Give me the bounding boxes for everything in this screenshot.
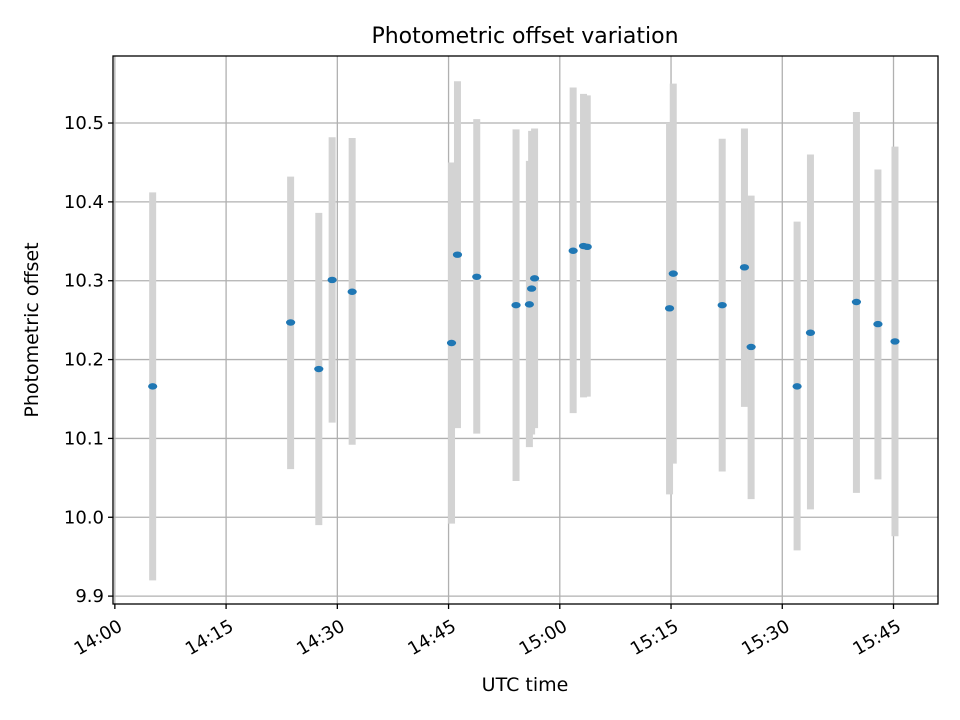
data-point <box>717 301 727 309</box>
y-tick-label: 10.2 <box>64 350 104 371</box>
x-axis-label: UTC time <box>482 674 569 696</box>
y-axis-label: Photometric offset <box>21 242 43 417</box>
x-tick-label: 14:30 <box>293 616 348 660</box>
x-tick-label: 15:00 <box>516 616 571 660</box>
data-point <box>148 383 158 390</box>
data-point <box>873 320 883 328</box>
y-tick-label: 10.1 <box>64 428 104 449</box>
chart-title: Photometric offset variation <box>371 24 678 49</box>
data-point <box>286 319 296 326</box>
data-point <box>890 338 900 345</box>
data-points <box>148 242 900 390</box>
data-point <box>527 285 537 292</box>
x-tick-label: 15:30 <box>738 616 793 660</box>
data-point <box>327 276 337 284</box>
y-tick-label: 9.9 <box>75 586 104 607</box>
data-point <box>739 264 750 271</box>
x-tick-label: 14:45 <box>404 616 459 660</box>
x-tick-label: 14:00 <box>71 616 126 660</box>
data-point <box>668 270 678 277</box>
plot-frame <box>112 55 939 605</box>
x-axis-ticks: 14:00 14:15 14:30 14:45 15:00 15:15 15:30 15:45 <box>71 604 905 660</box>
data-point <box>851 298 862 306</box>
data-point <box>746 343 756 351</box>
x-tick-label: 15:15 <box>627 616 682 660</box>
data-point <box>446 339 457 347</box>
y-tick-label: 10.4 <box>64 192 104 213</box>
data-point <box>664 305 675 312</box>
data-point <box>347 288 357 295</box>
grid <box>113 56 938 604</box>
x-tick-label: 14:15 <box>182 616 237 660</box>
data-point <box>472 273 482 280</box>
y-tick-label: 10.0 <box>64 507 104 528</box>
data-point <box>452 251 463 258</box>
data-point <box>314 365 324 373</box>
y-tick-label: 10.3 <box>64 271 104 292</box>
data-point <box>529 275 540 282</box>
data-point <box>524 301 534 308</box>
y-tick-label: 10.5 <box>64 113 104 134</box>
data-point <box>805 329 816 336</box>
data-point <box>511 301 521 309</box>
data-point <box>582 243 592 251</box>
data-point <box>792 383 802 390</box>
x-tick-label: 15:45 <box>849 616 904 660</box>
data-point <box>568 247 578 254</box>
y-axis-ticks: 9.9 10.0 10.1 10.2 10.3 10.4 10.5 <box>64 113 113 607</box>
error-bars <box>149 81 899 581</box>
